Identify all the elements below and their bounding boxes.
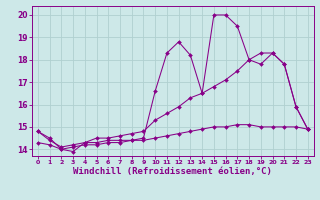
X-axis label: Windchill (Refroidissement éolien,°C): Windchill (Refroidissement éolien,°C) (73, 167, 272, 176)
